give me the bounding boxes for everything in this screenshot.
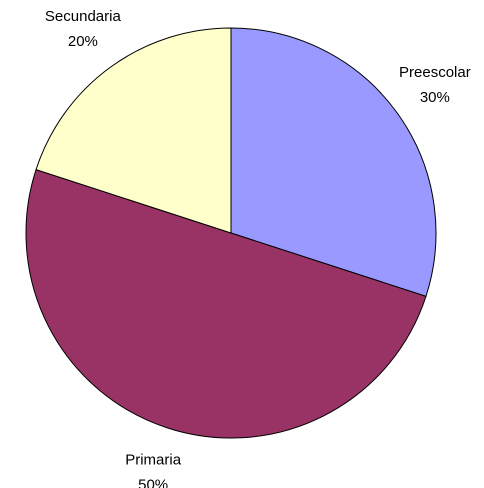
- pie-slice: [25, 169, 427, 439]
- slice-value-label: 50%: [138, 477, 168, 488]
- slice-label: Preescolar: [399, 64, 471, 81]
- slice-label: Secundaria: [45, 8, 122, 25]
- pie-slice: [35, 27, 232, 234]
- slice-value-label: 30%: [420, 89, 450, 106]
- slice-value-label: 20%: [68, 33, 98, 50]
- pie-slice: [230, 27, 437, 297]
- slice-label: Primaria: [125, 452, 181, 469]
